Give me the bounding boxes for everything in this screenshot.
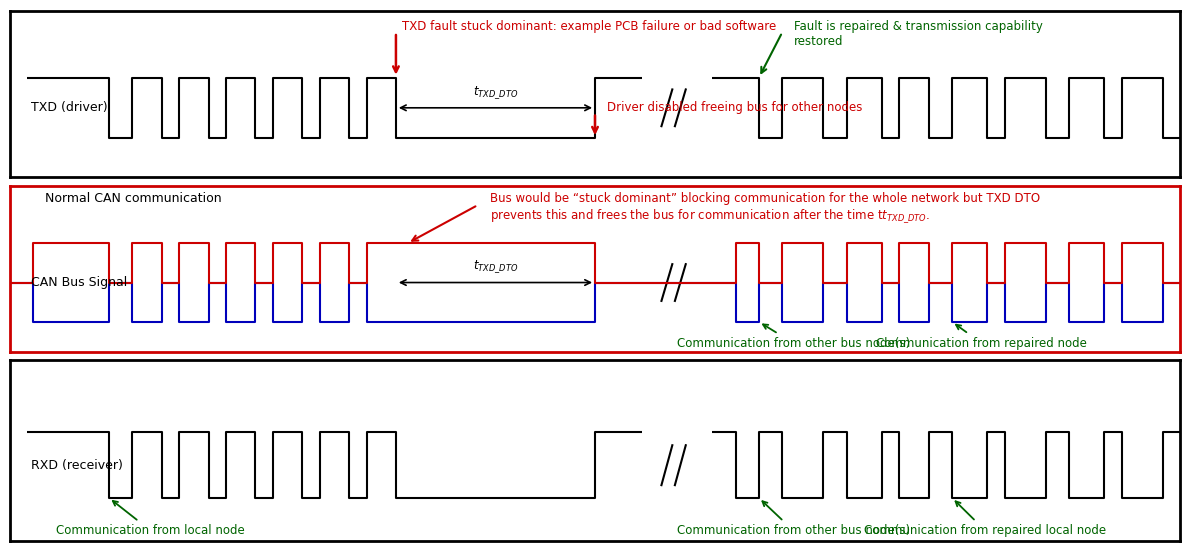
Text: $t_{TXD\_DTO}$: $t_{TXD\_DTO}$ xyxy=(472,258,518,275)
Text: TXD fault stuck dominant: example PCB failure or bad software: TXD fault stuck dominant: example PCB fa… xyxy=(402,20,776,33)
Text: CAN Bus Signal: CAN Bus Signal xyxy=(31,276,127,289)
Text: Communication from local node: Communication from local node xyxy=(56,501,245,537)
Text: Communication from repaired local node: Communication from repaired local node xyxy=(864,501,1107,537)
Text: Communication from other bus node(s): Communication from other bus node(s) xyxy=(677,324,910,349)
Text: RXD (receiver): RXD (receiver) xyxy=(31,459,123,472)
Text: TXD (driver): TXD (driver) xyxy=(31,102,107,114)
Text: Communication from other bus node(s): Communication from other bus node(s) xyxy=(677,501,910,537)
Text: Driver disabled freeing bus for other nodes: Driver disabled freeing bus for other no… xyxy=(607,102,862,114)
Text: Normal CAN communication: Normal CAN communication xyxy=(45,192,221,205)
Text: Fault is repaired & transmission capability
restored: Fault is repaired & transmission capabil… xyxy=(794,20,1042,48)
Text: $t_{TXD\_DTO}$: $t_{TXD\_DTO}$ xyxy=(472,84,518,100)
Text: Bus would be “stuck dominant” blocking communication for the whole network but T: Bus would be “stuck dominant” blocking c… xyxy=(489,192,1040,225)
Text: Communication from repaired node: Communication from repaired node xyxy=(876,325,1086,349)
